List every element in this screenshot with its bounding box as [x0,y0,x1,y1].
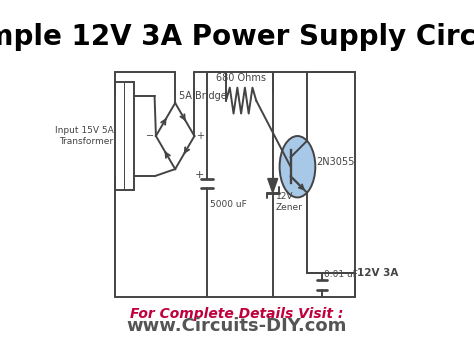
Bar [115,82,134,190]
Text: 0.01 uF: 0.01 uF [324,270,358,279]
Text: 12V
Zener: 12V Zener [276,192,303,212]
Text: 5A Bridge: 5A Bridge [179,91,227,101]
Text: 12V 3A: 12V 3A [356,268,398,278]
Text: www.Circuits-DIY.com: www.Circuits-DIY.com [127,317,347,335]
Text: 680 Ohms: 680 Ohms [216,73,266,83]
Text: Input 15V 5A
Transformer: Input 15V 5A Transformer [55,126,113,146]
Text: Simple 12V 3A Power Supply Circuit: Simple 12V 3A Power Supply Circuit [0,23,474,51]
Text: For Complete Details Visit :: For Complete Details Visit : [130,307,344,321]
Text: +: + [196,131,204,141]
Text: −: − [146,131,154,141]
Text: 5000 uF: 5000 uF [210,200,246,209]
Text: +: + [194,170,204,180]
Text: 2N3055: 2N3055 [317,157,355,167]
Polygon shape [268,178,278,193]
Circle shape [280,136,315,197]
